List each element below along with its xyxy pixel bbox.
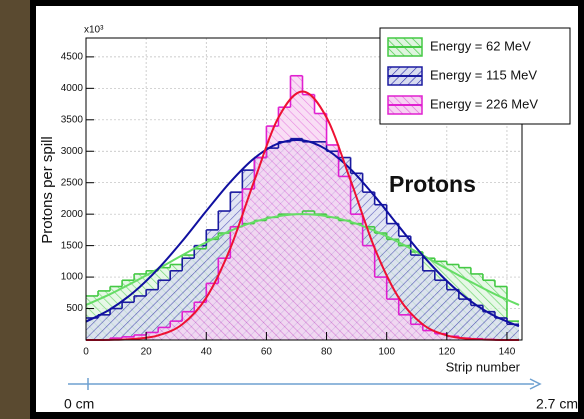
legend-label: Energy = 62 MeV [430,38,531,53]
histogram-bin [446,336,459,340]
histogram-bin [254,157,267,340]
x-tick-label: 20 [141,347,153,358]
histogram-bin [386,299,399,340]
histogram-bin [266,126,279,340]
histogram-bin [122,302,135,340]
y-tick-label: 2000 [61,209,84,220]
histogram-bin [422,270,435,340]
legend: Energy = 62 MeV Energy = 115 MeV Energy = … [379,27,571,125]
histogram-bin [362,245,375,340]
histogram-bin [218,258,231,340]
legend-label: Energy = 226 MeV [430,96,538,111]
histogram-bin [302,94,315,340]
histogram-bin [278,107,291,340]
histogram-bin [290,75,303,340]
histogram-bin [158,280,171,340]
histogram-bin [398,314,411,340]
histogram-bin [206,283,219,340]
x-tick-label: 0 [83,347,89,358]
y-tick-label: 1000 [61,272,84,283]
scale-arrow-head [529,378,542,390]
y-tick-label: 2500 [61,177,84,188]
histogram-bin [422,330,435,340]
histogram-bin [110,308,123,340]
y-tick-label: 4000 [61,83,84,94]
x-tick-label: 40 [201,347,213,358]
x-tick-label: 80 [321,347,333,358]
histogram-bin [410,255,423,340]
histogram-bin [410,324,423,340]
histogram-bin [434,280,447,340]
legend-label: Energy = 115 MeV [430,67,537,82]
y-axis-label: Protons per spill [39,136,56,244]
histogram-bin [434,333,447,340]
histogram-bin [182,311,195,340]
histogram-bin [470,305,483,340]
plot-area: 500 1000 1500 2000 2500 3000 3500 4000 4500 0 20 40… [61,37,523,358]
histogram-bin [446,289,459,340]
plot-frame [85,37,523,341]
histogram-bin [458,299,471,340]
histogram-bin [98,314,111,340]
photo-strip [0,0,30,419]
y-tick-label: 500 [66,303,83,314]
histogram-bin [350,214,363,340]
histogram-bin [146,289,159,340]
x-tick-label: 140 [499,347,516,358]
histogram-bin [314,113,327,340]
x-tick-label: 60 [261,347,273,358]
scale-end: 2.7 cm [536,396,578,412]
fit-curve [85,138,520,328]
histogram-bin [494,317,507,340]
y-multiplier: x10³ [84,25,104,36]
annotation: Protons [389,171,476,197]
histogram-bin [134,295,147,340]
histogram-bin [374,277,387,340]
histogram-bin [506,324,519,340]
histogram-bin [242,189,255,340]
histogram-bin [326,144,339,340]
x-tick-label: 100 [378,347,395,358]
histogram-bin [86,317,99,340]
y-tick-label: 3500 [61,114,84,125]
histogram-bin [194,302,207,340]
y-tick-label: 4500 [61,52,84,63]
x-tick-label: 120 [438,347,455,358]
x-axis-label: Strip number [446,359,521,374]
scale-start: 0 cm [64,396,94,412]
histogram-bin [482,311,495,340]
histogram-bin [230,226,243,340]
y-tick-label: 3000 [61,146,84,157]
histogram-bin [338,176,351,340]
y-tick-label: 1500 [61,240,84,251]
